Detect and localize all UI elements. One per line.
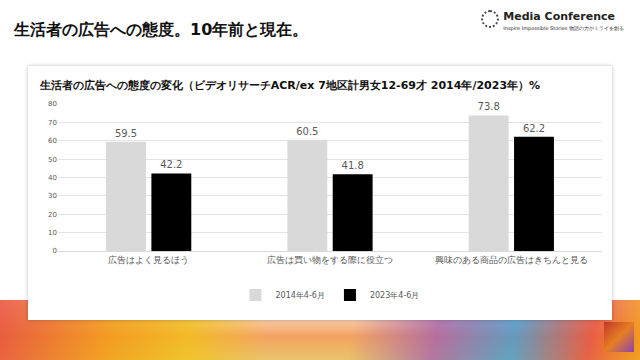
html-text:Inspire Impossible Stories 物語の: Inspire Impossible Stories 物語の力がミライを創る [503,25,624,31]
svg-text:40: 40 [48,174,57,182]
svg-text:62.2: 62.2 [523,123,545,134]
svg-text:70: 70 [48,119,57,127]
svg-text:73.8: 73.8 [478,101,500,112]
svg-text:興味のある商品の広告はきちんと見る: 興味のある商品の広告はきちんと見る [435,255,588,265]
svg-text:41.8: 41.8 [342,160,364,171]
svg-text:広告はよく見るほう: 広告はよく見るほう [108,255,189,265]
html-text:Media Conference: Media Conference [503,10,615,23]
svg-text:50: 50 [48,156,57,164]
svg-text:生活者の広告への態度の変化（ビデオリサーチACR/ex 7地: 生活者の広告への態度の変化（ビデオリサーチACR/ex 7地区計男女12-69才… [39,79,540,92]
svg-text:42.2: 42.2 [160,159,182,170]
svg-text:0: 0 [53,247,57,255]
svg-text:10: 10 [48,229,57,237]
svg-text:60: 60 [48,137,57,145]
svg-text:2023年4-6月: 2023年4-6月 [370,291,419,300]
svg-text:80: 80 [48,100,57,108]
svg-text:20: 20 [48,211,57,219]
svg-text:60.5: 60.5 [296,126,318,137]
svg-text:30: 30 [48,192,57,200]
svg-text:広告は買い物をする際に役立つ: 広告は買い物をする際に役立つ [267,255,393,265]
svg-text:2014年4-6月: 2014年4-6月 [276,291,325,300]
svg-text:59.5: 59.5 [115,128,137,139]
html-text:生活者の広告への態度。10年前と現在。: 生活者の広告への態度。10年前と現在。 [14,20,309,39]
